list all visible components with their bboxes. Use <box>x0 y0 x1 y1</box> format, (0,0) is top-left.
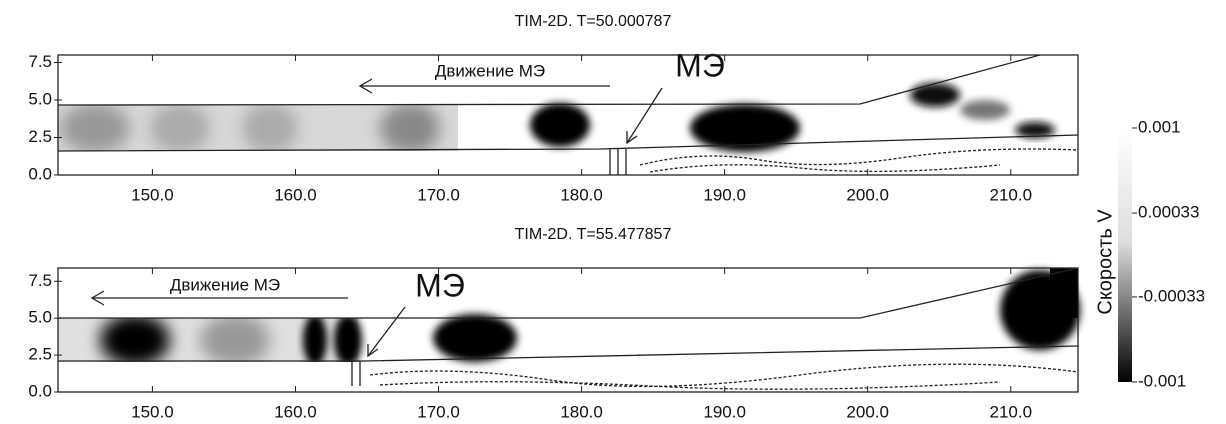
colorbar-tick-label: 0.001 <box>1138 117 1181 136</box>
y-tick-label: 2.5 <box>28 127 52 146</box>
y-tick-label: 7.5 <box>28 52 52 71</box>
annotation: Движение МЭ <box>435 61 545 80</box>
y-tick-label: 0.0 <box>28 164 52 183</box>
annotation: МЭ <box>415 267 465 303</box>
colorbar-label: Скорость V <box>1094 209 1116 315</box>
x-tick-label: 170.0 <box>417 185 460 204</box>
colorbar <box>1118 128 1132 382</box>
x-tick-label: 170.0 <box>417 402 460 421</box>
y-tick-label: 2.5 <box>28 345 52 364</box>
y-tick-label: 7.5 <box>28 271 52 290</box>
x-tick-label: 150.0 <box>131 185 174 204</box>
y-tick-label: 5.0 <box>28 308 52 327</box>
colorbar-tick-label: -0.001 <box>1138 371 1186 390</box>
x-tick-label: 200.0 <box>846 402 889 421</box>
field <box>58 83 1078 172</box>
colorbar-tick-label: -0.00033 <box>1138 286 1205 305</box>
arrow <box>360 79 610 93</box>
x-tick-label: 190.0 <box>703 185 746 204</box>
annotation: МЭ <box>675 47 725 83</box>
arrow <box>627 88 662 143</box>
y-tick-label: 5.0 <box>28 89 52 108</box>
x-tick-label: 160.0 <box>274 185 317 204</box>
annotation: Движение МЭ <box>170 275 280 294</box>
panel-title: TIM-2D. T=50.000787 <box>515 13 672 30</box>
x-tick-label: 180.0 <box>560 402 603 421</box>
arrow <box>368 307 405 356</box>
x-tick-label: 210.0 <box>989 185 1032 204</box>
x-tick-label: 180.0 <box>560 185 603 204</box>
x-tick-label: 210.0 <box>989 402 1032 421</box>
x-tick-label: 160.0 <box>274 402 317 421</box>
x-tick-label: 190.0 <box>703 402 746 421</box>
panel-title: TIM-2D. T=55.477857 <box>515 226 672 243</box>
x-tick-label: 200.0 <box>846 185 889 204</box>
y-tick-label: 0.0 <box>28 381 52 400</box>
colorbar-tick-label: 0.00033 <box>1138 203 1199 222</box>
x-tick-label: 150.0 <box>131 402 174 421</box>
figure: Движение МЭ МЭ Движение МЭ МЭ Скорость V… <box>0 0 1226 424</box>
